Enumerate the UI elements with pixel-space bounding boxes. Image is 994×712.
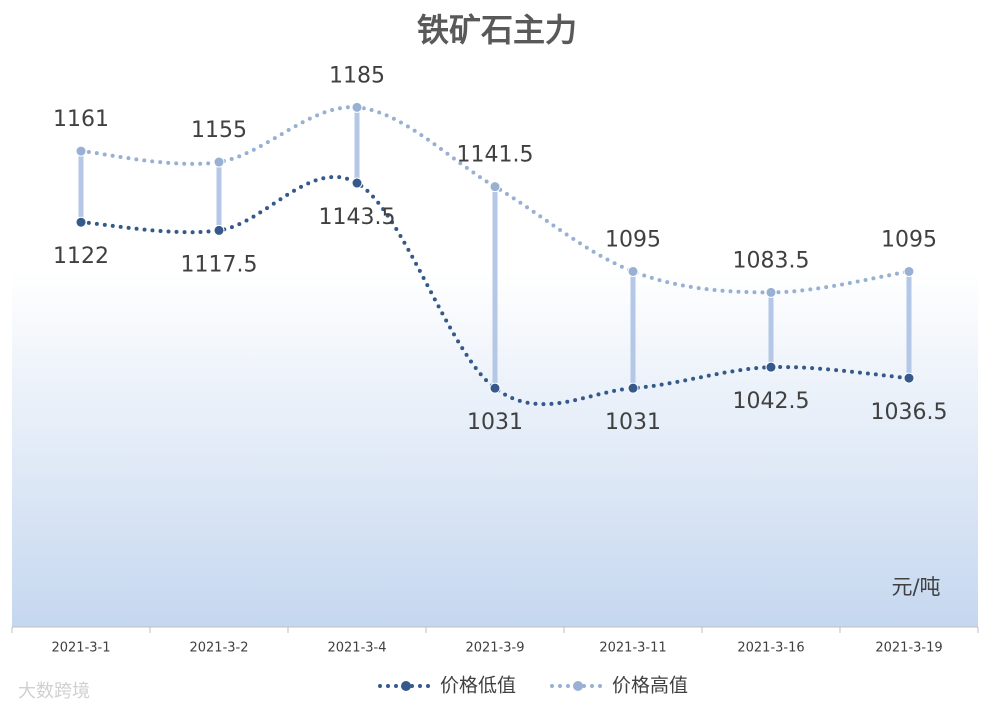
data-point xyxy=(489,382,501,394)
data-label: 1095 xyxy=(605,227,661,252)
data-point xyxy=(351,177,363,189)
data-point xyxy=(213,224,225,236)
x-tick-label: 2021-3-9 xyxy=(465,641,524,656)
data-point xyxy=(75,145,87,157)
data-point xyxy=(75,216,87,228)
watermark: 大数跨境 xyxy=(18,681,90,702)
data-point xyxy=(903,265,915,277)
data-point xyxy=(351,101,363,113)
legend-label: 价格低值 xyxy=(440,675,516,697)
data-label: 1031 xyxy=(605,410,661,435)
data-label: 1155 xyxy=(191,118,247,143)
legend-label: 价格高值 xyxy=(612,675,688,697)
data-label: 1141.5 xyxy=(457,143,534,168)
unit-label: 元/吨 xyxy=(891,575,940,599)
data-point xyxy=(489,181,501,193)
x-tick-label: 2021-3-4 xyxy=(327,641,386,656)
legend-marker xyxy=(401,681,411,691)
data-label: 1122 xyxy=(53,244,109,269)
data-point xyxy=(765,361,777,373)
data-label: 1117.5 xyxy=(181,252,258,277)
data-label: 1083.5 xyxy=(733,248,810,273)
data-label: 1042.5 xyxy=(733,389,810,414)
x-tick-label: 2021-3-1 xyxy=(51,641,110,656)
data-label: 1095 xyxy=(881,227,937,252)
x-tick-label: 2021-3-2 xyxy=(189,641,248,656)
data-point xyxy=(627,265,639,277)
x-tick-label: 2021-3-11 xyxy=(599,641,666,656)
data-point xyxy=(903,372,915,384)
data-label: 1185 xyxy=(329,63,385,88)
chart-title: 铁矿石主力 xyxy=(417,11,577,49)
legend-marker xyxy=(573,681,583,691)
x-tick-label: 2021-3-19 xyxy=(875,641,942,656)
data-point xyxy=(213,156,225,168)
x-tick-label: 2021-3-16 xyxy=(737,641,804,656)
data-point xyxy=(765,286,777,298)
data-label: 1143.5 xyxy=(319,205,396,230)
data-point xyxy=(627,382,639,394)
data-label: 1161 xyxy=(53,107,109,132)
data-label: 1031 xyxy=(467,410,523,435)
data-label: 1036.5 xyxy=(871,400,948,425)
